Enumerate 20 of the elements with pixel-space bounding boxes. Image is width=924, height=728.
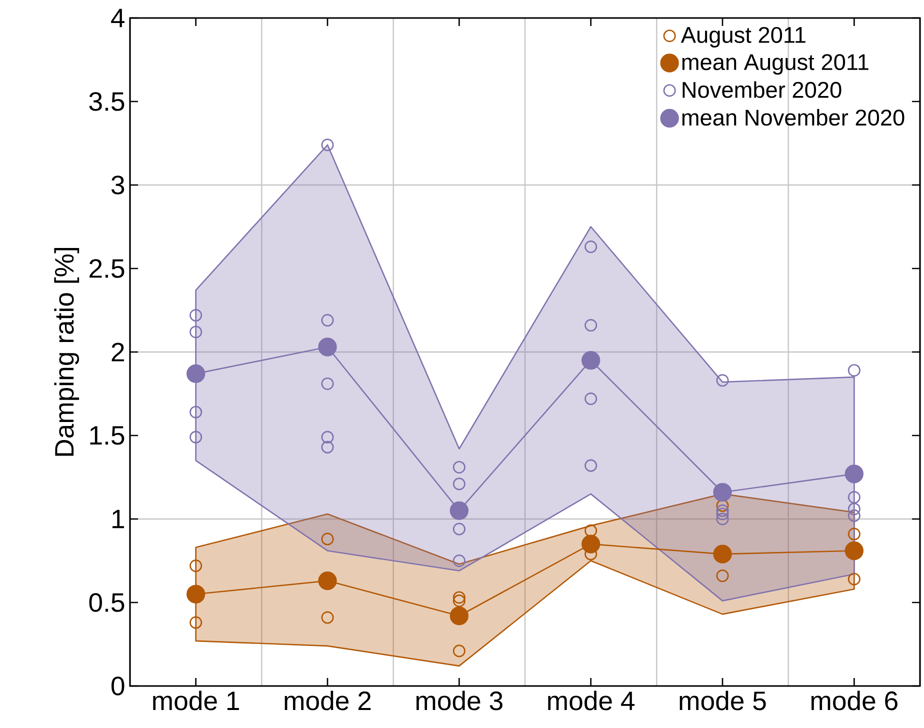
x-tick-label: mode 2 <box>284 690 371 710</box>
y-axis-title: Damping ratio [%] <box>54 248 80 456</box>
y-tick-label: 1.5 <box>90 426 124 445</box>
x-tick-label: mode 5 <box>680 690 766 710</box>
y-tick-label: 2 <box>112 342 124 362</box>
x-tick-label: mode 4 <box>548 690 634 710</box>
x-tick-label: mode 3 <box>416 690 502 710</box>
x-tick-label: mode 6 <box>811 690 898 710</box>
y-tick-label: 1 <box>112 510 124 528</box>
y-tick-label: 3.5 <box>89 92 124 111</box>
legend-label: August 2011 <box>680 26 806 48</box>
x-tick-label: mode 1 <box>153 690 239 710</box>
legend-label: mean August 2011 <box>682 54 868 75</box>
y-tick-label: 0 <box>112 676 124 696</box>
y-tick-label: 4 <box>111 8 125 28</box>
legend-label: mean November 2020 <box>682 109 904 126</box>
legend-label: November 2020 <box>682 81 842 98</box>
y-tick-label: 3 <box>111 176 124 194</box>
y-tick-label: 2.5 <box>90 259 124 278</box>
y-tick-label: 0.5 <box>89 593 124 612</box>
